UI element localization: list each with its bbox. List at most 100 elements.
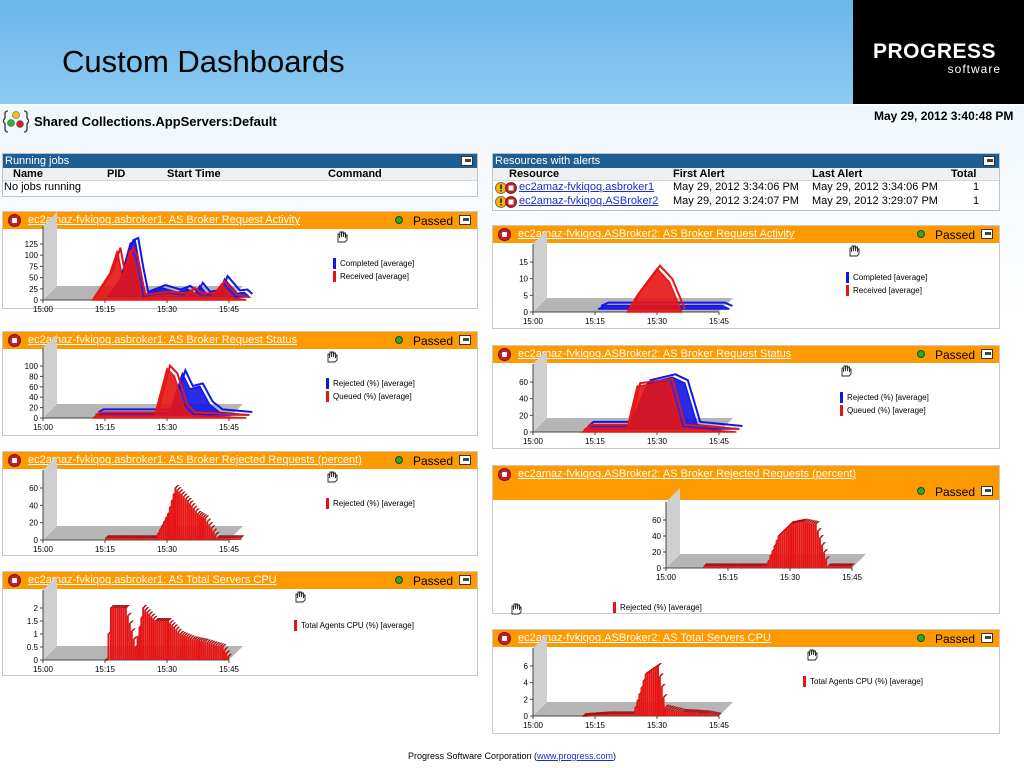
y-tick-label: 60	[519, 378, 528, 387]
chart-bar-top	[818, 535, 824, 539]
chart-bar-top	[226, 535, 232, 539]
panel-title-link[interactable]: ec2amaz-fvkiqoq.asbroker1: AS Total Serv…	[28, 574, 277, 586]
minimize-icon[interactable]	[983, 156, 995, 166]
chart-bar	[709, 566, 712, 568]
chart-bar	[808, 522, 811, 568]
chart-bar	[105, 660, 107, 661]
hand-tool-icon[interactable]	[848, 244, 860, 257]
error-icon	[8, 574, 21, 587]
panel-header: ec2amaz-fvkiqoq.ASBroker2: AS Broker Rej…	[493, 466, 999, 500]
hand-tool-icon[interactable]	[336, 230, 348, 243]
chart-bar	[754, 566, 757, 568]
x-tick-label: 15:45	[219, 665, 240, 674]
chart-bar	[216, 538, 219, 540]
panel-title-link[interactable]: ec2amaz-fvkiqoq.asbroker1: AS Broker Rej…	[28, 454, 362, 466]
chart-bar-top	[142, 535, 148, 539]
running-jobs-columns: Name PID Start Time Command	[3, 168, 477, 181]
legend-item: Received [average]	[846, 285, 922, 296]
chart-bar	[750, 566, 753, 568]
chart-bar	[748, 566, 751, 568]
column-header[interactable]: Last Alert	[812, 168, 863, 180]
chart-bar-top	[235, 535, 241, 539]
panel-title-link[interactable]: ec2amaz-fvkiqoq.asbroker1: AS Broker Req…	[28, 214, 301, 226]
minimize-icon[interactable]	[981, 486, 993, 496]
chart-bar-top	[660, 683, 666, 687]
legend-label: Completed [average]	[340, 259, 415, 268]
y-tick-label: 0	[524, 428, 529, 437]
chart-bar-top	[715, 563, 721, 567]
footer-link[interactable]: www.progress.com	[537, 751, 614, 761]
chart-bar-top	[713, 563, 719, 567]
panel-title-link[interactable]: ec2amaz-fvkiqoq.ASBroker2: AS Broker Req…	[518, 228, 795, 240]
hand-tool-icon[interactable]	[840, 364, 852, 377]
chart-bar	[198, 640, 200, 660]
chart-bar	[120, 608, 123, 660]
minimize-icon[interactable]	[461, 156, 473, 166]
chart-bar-top	[208, 640, 214, 644]
chart-bar	[200, 516, 203, 540]
legend-item: Total Agents CPU (%) [average]	[803, 676, 923, 687]
chart-bar-top	[176, 487, 182, 491]
chart-bar	[105, 538, 107, 540]
chart-bar	[771, 551, 774, 568]
minimize-icon[interactable]	[981, 229, 993, 239]
column-header[interactable]: Total	[951, 168, 977, 180]
resource-link[interactable]: ec2amaz-fvkiqoq.asbroker1	[519, 181, 655, 193]
column-header[interactable]: PID	[107, 168, 126, 180]
series-area	[580, 381, 737, 433]
minimize-icon[interactable]	[981, 633, 993, 643]
hand-tool-icon[interactable]	[326, 470, 338, 483]
minimize-icon[interactable]	[459, 215, 471, 225]
y-tick-label: 100	[25, 362, 39, 371]
panel-title-link[interactable]: ec2amaz-fvkiqoq.ASBroker2: AS Total Serv…	[518, 632, 771, 644]
panel-title-link[interactable]: ec2amaz-fvkiqoq.ASBroker2: AS Broker Req…	[518, 348, 792, 360]
minimize-icon[interactable]	[459, 335, 471, 345]
chart-bar-top	[790, 521, 795, 524]
chart-bar	[140, 538, 143, 540]
chart-bar-top	[759, 563, 764, 567]
panel-title-link[interactable]: ec2amaz-fvkiqoq.ASBroker2: AS Broker Rej…	[518, 468, 857, 480]
minimize-icon[interactable]	[459, 455, 471, 465]
chart-bar-top	[204, 638, 210, 642]
chart-bar	[237, 538, 240, 540]
chart-bar	[150, 538, 153, 540]
column-header[interactable]: Resource	[509, 168, 560, 180]
chart-bar-top	[709, 563, 715, 567]
chart-bar	[717, 566, 720, 568]
panel-title-link[interactable]: ec2amaz-fvkiqoq.asbroker1: AS Broker Req…	[28, 334, 298, 346]
minimize-icon[interactable]	[981, 349, 993, 359]
chart-bar-top	[605, 711, 611, 715]
chart-bar	[703, 566, 706, 568]
column-header[interactable]: Start Time	[167, 168, 221, 180]
status-ok-icon	[395, 216, 403, 224]
chart-bar-top	[763, 563, 769, 567]
y-tick-label: 60	[29, 383, 38, 392]
chart-bar	[134, 647, 137, 660]
legend-swatch	[326, 498, 329, 509]
chart-bar-top	[150, 613, 156, 617]
chart-bar	[138, 538, 141, 540]
chart-bar-top	[792, 520, 798, 524]
chart: 0 25 50 75 100 125 15:00 15:15 15:30 15:45	[25, 212, 254, 314]
chart-bar-top	[114, 605, 120, 608]
legend-item: Rejected (%) [average]	[326, 498, 415, 509]
resource-link[interactable]: ec2amaz-fvkiqoq.ASBroker2	[519, 195, 659, 207]
y-tick-label: 20	[519, 411, 528, 420]
chart-bar	[221, 647, 224, 660]
hand-tool-icon[interactable]	[510, 602, 522, 615]
minimize-icon[interactable]	[459, 575, 471, 585]
chart-bar-top	[664, 704, 670, 708]
column-header[interactable]: Name	[13, 168, 43, 180]
hand-tool-icon[interactable]	[294, 590, 306, 603]
hand-tool-icon[interactable]	[806, 648, 818, 661]
chart-bar-top	[154, 618, 160, 621]
chart-bar-top	[845, 563, 851, 567]
chart-bar-top	[717, 563, 723, 567]
chart-bar-top	[183, 632, 189, 636]
chart-bar-top	[229, 535, 234, 539]
column-header[interactable]: Command	[328, 168, 382, 180]
chart-bar-top	[115, 535, 121, 539]
hand-tool-icon[interactable]	[326, 350, 338, 363]
column-header[interactable]: First Alert	[673, 168, 725, 180]
chart-bar	[158, 530, 161, 540]
